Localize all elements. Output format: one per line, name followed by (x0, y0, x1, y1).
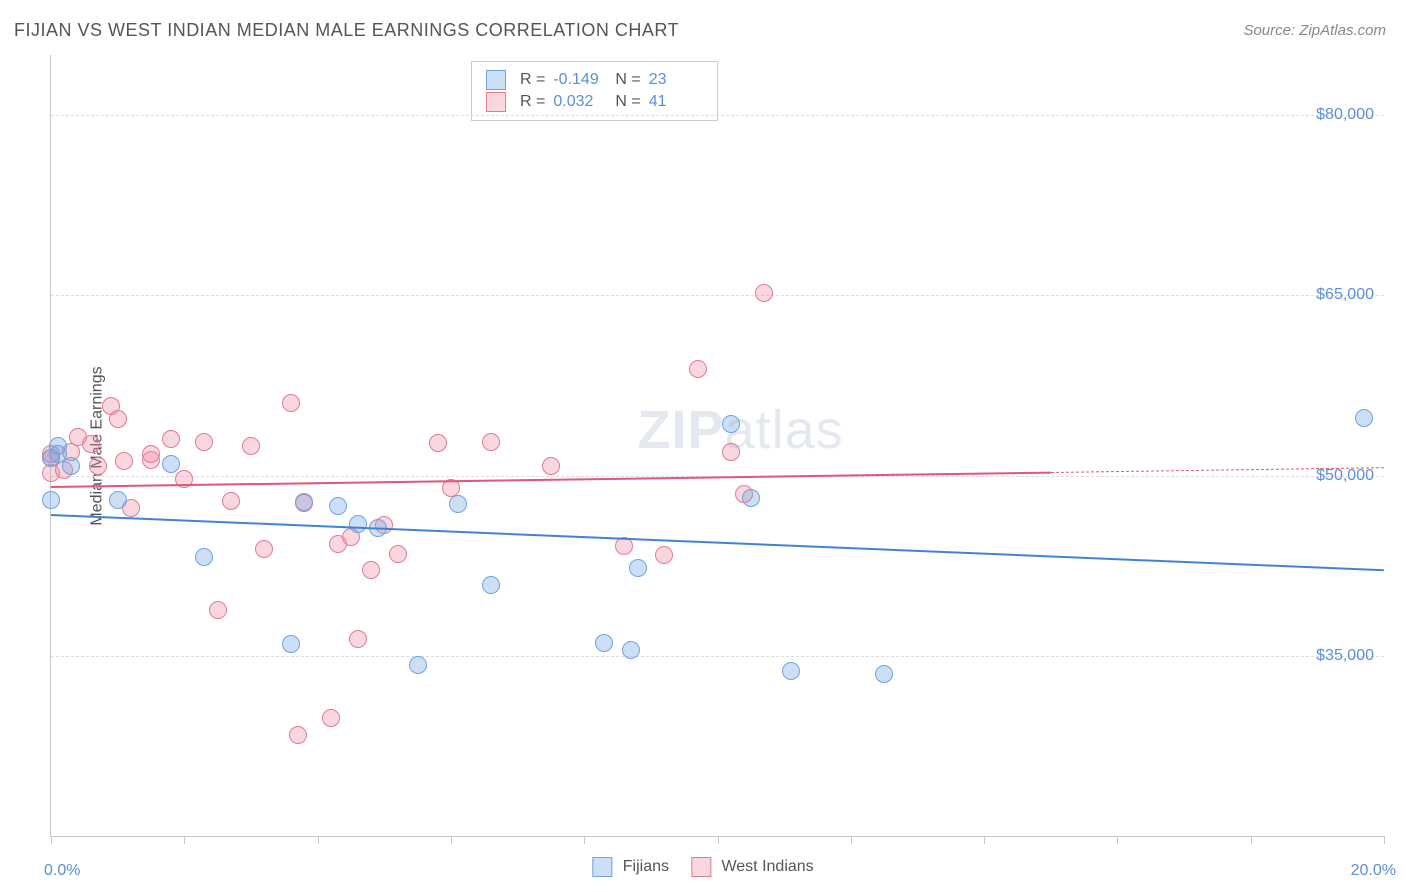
y-tick-label: $35,000 (1316, 647, 1374, 665)
data-point-fijians (1355, 409, 1373, 427)
data-point-west-indians (82, 435, 100, 453)
data-point-fijians (329, 497, 347, 515)
legend-item-west-indians: West Indians (691, 857, 814, 877)
legend-n-value-west-indians: 41 (649, 93, 703, 111)
x-tick-mark (318, 836, 319, 844)
swatch-west-indians-icon (486, 92, 506, 112)
data-point-fijians (409, 656, 427, 674)
data-point-fijians (595, 634, 613, 652)
x-tick-mark (1251, 836, 1252, 844)
data-point-west-indians (755, 284, 773, 302)
x-tick-mark (584, 836, 585, 844)
data-point-fijians (875, 665, 893, 683)
legend-row-west-indians: R = 0.032 N = 41 (486, 92, 703, 112)
data-point-fijians (482, 576, 500, 594)
data-point-fijians (629, 559, 647, 577)
data-point-west-indians (429, 434, 447, 452)
grid-line (51, 295, 1384, 296)
legend-n-label: N = (615, 93, 640, 111)
correlation-legend: R = -0.149 N = 23 R = 0.032 N = 41 (471, 61, 718, 121)
data-point-west-indians (289, 726, 307, 744)
swatch-fijians-icon (486, 70, 506, 90)
x-axis-end-label: 20.0% (1351, 862, 1396, 880)
data-point-west-indians (615, 537, 633, 555)
legend-n-label: N = (615, 71, 640, 89)
data-point-west-indians (689, 360, 707, 378)
data-point-west-indians (209, 601, 227, 619)
data-point-fijians (295, 493, 313, 511)
x-axis-start-label: 0.0% (44, 862, 80, 880)
data-point-fijians (109, 491, 127, 509)
series-legend: Fijians West Indians (592, 857, 813, 877)
legend-label-west-indians: West Indians (721, 858, 813, 875)
y-tick-label: $65,000 (1316, 286, 1374, 304)
data-point-west-indians (542, 457, 560, 475)
legend-r-value-west-indians: 0.032 (553, 93, 607, 111)
x-tick-mark (451, 836, 452, 844)
source-attribution: Source: ZipAtlas.com (1243, 22, 1386, 39)
data-point-fijians (349, 515, 367, 533)
data-point-west-indians (255, 540, 273, 558)
data-point-west-indians (162, 430, 180, 448)
legend-label-fijians: Fijians (623, 858, 669, 875)
x-tick-mark (984, 836, 985, 844)
data-point-west-indians (655, 546, 673, 564)
data-point-fijians (722, 415, 740, 433)
x-tick-mark (718, 836, 719, 844)
chart-title: FIJIAN VS WEST INDIAN MEDIAN MALE EARNIN… (14, 20, 679, 41)
grid-line (51, 656, 1384, 657)
data-point-west-indians (482, 433, 500, 451)
x-tick-mark (184, 836, 185, 844)
legend-r-label: R = (520, 71, 545, 89)
data-point-west-indians (195, 433, 213, 451)
data-point-west-indians (349, 630, 367, 648)
data-point-west-indians (282, 394, 300, 412)
data-point-west-indians (242, 437, 260, 455)
x-tick-mark (1117, 836, 1118, 844)
data-point-fijians (782, 662, 800, 680)
data-point-fijians (62, 457, 80, 475)
x-tick-mark (851, 836, 852, 844)
legend-item-fijians: Fijians (592, 857, 669, 877)
data-point-west-indians (115, 452, 133, 470)
legend-r-label: R = (520, 93, 545, 111)
data-point-west-indians (109, 410, 127, 428)
x-tick-mark (51, 836, 52, 844)
y-tick-label: $50,000 (1316, 467, 1374, 485)
data-point-west-indians (142, 445, 160, 463)
legend-r-value-fijians: -0.149 (553, 71, 607, 89)
data-point-west-indians (89, 457, 107, 475)
y-tick-label: $80,000 (1316, 106, 1374, 124)
data-point-west-indians (222, 492, 240, 510)
grid-line (51, 115, 1384, 116)
data-point-west-indians (389, 545, 407, 563)
data-point-fijians (282, 635, 300, 653)
legend-row-fijians: R = -0.149 N = 23 (486, 70, 703, 90)
data-point-west-indians (362, 561, 380, 579)
data-point-fijians (195, 548, 213, 566)
swatch-fijians-icon (592, 857, 612, 877)
trend-line-fijians (51, 514, 1384, 571)
scatter-plot-area: ZIPatlas R = -0.149 N = 23 R = 0.032 N =… (50, 55, 1384, 837)
data-point-fijians (162, 455, 180, 473)
data-point-fijians (449, 495, 467, 513)
data-point-fijians (742, 489, 760, 507)
data-point-fijians (622, 641, 640, 659)
swatch-west-indians-icon (691, 857, 711, 877)
data-point-west-indians (322, 709, 340, 727)
x-tick-mark (1384, 836, 1385, 844)
data-point-west-indians (722, 443, 740, 461)
watermark: ZIPatlas (638, 399, 844, 461)
data-point-fijians (42, 491, 60, 509)
legend-n-value-fijians: 23 (649, 71, 703, 89)
